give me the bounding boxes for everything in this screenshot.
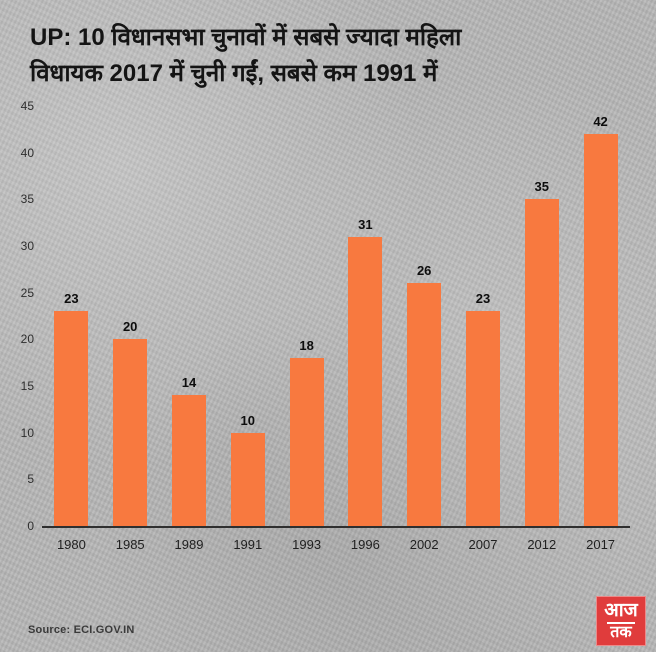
- y-tick-label: 0: [27, 519, 34, 533]
- bar: [54, 311, 89, 526]
- bar: [407, 283, 442, 526]
- y-tick-label: 5: [27, 472, 34, 487]
- bar-column: 26: [395, 263, 454, 526]
- bar-column: 10: [218, 413, 277, 526]
- x-tick-label: 1993: [292, 537, 322, 552]
- y-axis: 0 5 10 15 20 25 30 35 40 45: [8, 99, 42, 533]
- bar-column: 20: [101, 319, 160, 526]
- y-tick-label: 10: [20, 425, 34, 440]
- bar-column: 18: [277, 338, 336, 526]
- bar-value-label: 18: [299, 338, 314, 353]
- bar-column: 35: [512, 179, 571, 526]
- bar: [289, 358, 324, 526]
- x-tick-label: 1985: [115, 537, 145, 552]
- aajtak-logo-text-bottom: तक: [607, 621, 635, 642]
- bar-value-label: 10: [240, 412, 256, 428]
- bar: [583, 134, 618, 526]
- bar-chart: 0 5 10 15 20 25 30 35 40 45 23 20 14 10 18 31 26 23 35 42: [8, 99, 630, 533]
- chart-title-line1: UP: 10 विधानसभा चुनावों में सबसे ज्यादा …: [30, 24, 462, 51]
- bar-column: 14: [160, 375, 219, 526]
- bar-value-label: 20: [122, 319, 138, 335]
- y-tick-label: 25: [20, 285, 34, 300]
- x-tick-label: 1989: [174, 537, 204, 552]
- aajtak-logo-text-top: आज: [604, 599, 638, 621]
- bar: [113, 339, 148, 526]
- bar-value-label: 14: [181, 375, 197, 391]
- bar: [348, 236, 383, 526]
- bar: [171, 395, 206, 526]
- x-tick-label: 2002: [409, 537, 439, 552]
- bar: [524, 199, 559, 526]
- y-tick-label: 20: [20, 332, 34, 347]
- bar-value-label: 42: [593, 114, 608, 129]
- bar-value-label: 31: [358, 216, 373, 232]
- y-tick-label: 15: [20, 379, 34, 393]
- plot-area: 23 20 14 10 18 31 26 23 35 42: [42, 106, 630, 528]
- x-tick-label: 1996: [350, 537, 380, 552]
- bar-value-label: 23: [64, 291, 79, 307]
- chart-title-line2: विधायक 2017 में चुनी गईं, सबसे कम 1991 म…: [30, 60, 438, 87]
- bar: [465, 311, 500, 526]
- bar-column: 23: [42, 291, 101, 526]
- y-tick-label: 45: [20, 99, 34, 113]
- bar: [230, 432, 265, 526]
- aajtak-logo: आज तक: [596, 596, 646, 646]
- bar-column: 42: [571, 114, 630, 526]
- x-tick-label: 2007: [468, 537, 498, 552]
- source-credit: Source: ECI.GOV.IN: [28, 624, 135, 636]
- bar-value-label: 23: [475, 291, 491, 307]
- bar-value-label: 26: [416, 263, 432, 279]
- x-tick-label: 2017: [586, 537, 616, 552]
- x-tick-label: 1980: [56, 537, 86, 552]
- bar-value-label: 35: [534, 179, 549, 195]
- y-tick-label: 40: [20, 145, 34, 160]
- y-tick-label: 30: [20, 239, 34, 253]
- chart-area: 0 5 10 15 20 25 30 35 40 45 23 20 14 10 18 31 26 23 35 42 …: [0, 99, 656, 552]
- bar-column: 31: [336, 217, 395, 526]
- x-tick-label: 2012: [527, 537, 557, 552]
- bar-column: 23: [454, 291, 513, 526]
- chart-title: UP: 10 विधानसभा चुनावों में सबसे ज्यादा …: [0, 0, 656, 92]
- y-tick-label: 35: [20, 192, 34, 207]
- x-tick-label: 1991: [233, 537, 263, 552]
- x-axis: 1980 1985 1989 1991 1993 1996 2002 2007 2012 2017: [42, 528, 630, 552]
